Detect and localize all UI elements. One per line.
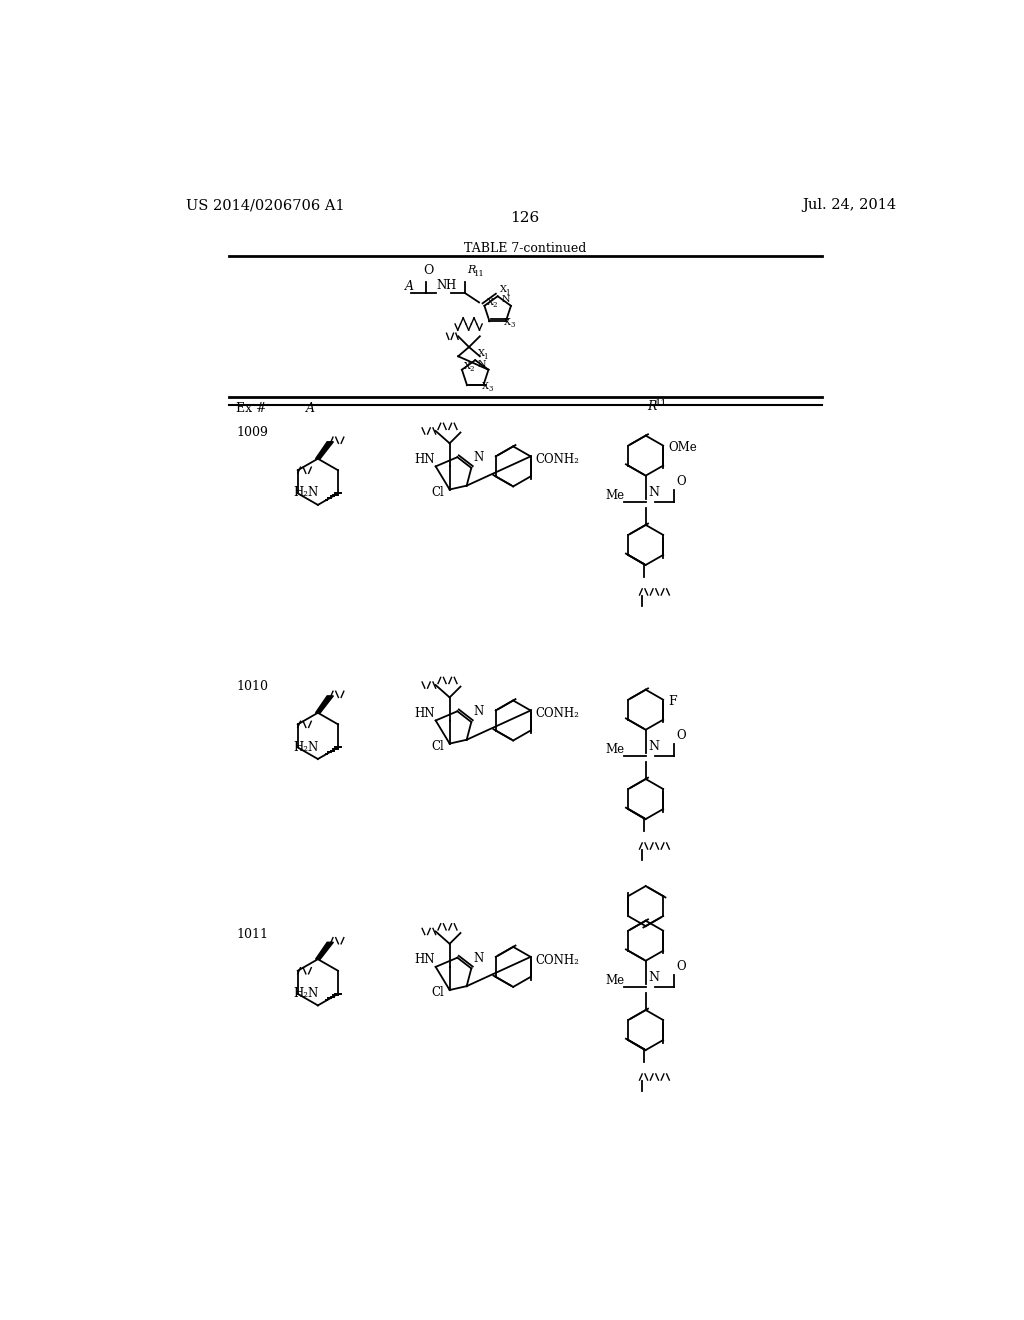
Text: F: F bbox=[669, 696, 677, 708]
Text: CONH₂: CONH₂ bbox=[536, 453, 580, 466]
Text: 3: 3 bbox=[511, 322, 515, 330]
Text: Me: Me bbox=[605, 743, 625, 756]
Text: N: N bbox=[436, 280, 446, 292]
Text: Cl: Cl bbox=[432, 739, 444, 752]
Text: 1: 1 bbox=[483, 352, 487, 360]
Text: HN: HN bbox=[414, 953, 434, 966]
Text: Cl: Cl bbox=[432, 986, 444, 999]
Text: X: X bbox=[500, 285, 507, 294]
Text: Cl: Cl bbox=[432, 486, 444, 499]
Text: 2: 2 bbox=[470, 366, 474, 374]
Text: TABLE 7-continued: TABLE 7-continued bbox=[464, 242, 586, 255]
Text: 1: 1 bbox=[506, 289, 510, 297]
Text: 1009: 1009 bbox=[237, 426, 268, 440]
Text: 11: 11 bbox=[655, 399, 668, 408]
Text: Me: Me bbox=[605, 974, 625, 987]
Text: Jul. 24, 2014: Jul. 24, 2014 bbox=[802, 198, 896, 213]
Text: X: X bbox=[505, 318, 511, 327]
Text: X: X bbox=[464, 362, 471, 371]
Polygon shape bbox=[315, 696, 334, 713]
Text: Me: Me bbox=[605, 488, 625, 502]
Text: HN: HN bbox=[414, 706, 434, 719]
Text: O: O bbox=[423, 264, 433, 277]
Text: 11: 11 bbox=[474, 271, 485, 279]
Text: 3: 3 bbox=[488, 385, 493, 393]
Text: A: A bbox=[306, 401, 315, 414]
Text: CONH₂: CONH₂ bbox=[536, 708, 580, 721]
Text: 126: 126 bbox=[510, 211, 540, 224]
Text: O: O bbox=[676, 475, 685, 488]
Text: O: O bbox=[676, 960, 685, 973]
Text: 1011: 1011 bbox=[237, 928, 268, 941]
Text: N: N bbox=[477, 359, 486, 368]
Text: H: H bbox=[445, 280, 456, 292]
Text: N: N bbox=[474, 952, 484, 965]
Text: H₂N: H₂N bbox=[293, 487, 318, 499]
Text: N: N bbox=[649, 486, 659, 499]
Text: N: N bbox=[502, 294, 510, 304]
Text: 1010: 1010 bbox=[237, 681, 268, 693]
Text: N: N bbox=[474, 451, 484, 465]
Text: Ex #: Ex # bbox=[237, 401, 267, 414]
Text: US 2014/0206706 A1: US 2014/0206706 A1 bbox=[186, 198, 345, 213]
Polygon shape bbox=[315, 442, 334, 459]
Text: X: X bbox=[477, 350, 484, 358]
Text: H₂N: H₂N bbox=[293, 987, 318, 1001]
Text: A: A bbox=[404, 280, 414, 293]
Text: 2: 2 bbox=[493, 301, 497, 309]
Text: R: R bbox=[647, 400, 656, 413]
Text: O: O bbox=[676, 729, 685, 742]
Text: R: R bbox=[467, 265, 475, 275]
Text: H₂N: H₂N bbox=[293, 741, 318, 754]
Text: N: N bbox=[649, 970, 659, 983]
Text: OMe: OMe bbox=[669, 441, 697, 454]
Text: N: N bbox=[474, 705, 484, 718]
Text: X: X bbox=[486, 298, 494, 308]
Text: CONH₂: CONH₂ bbox=[536, 954, 580, 966]
Text: HN: HN bbox=[414, 453, 434, 466]
Text: X: X bbox=[482, 381, 488, 391]
Text: N: N bbox=[649, 739, 659, 752]
Polygon shape bbox=[315, 942, 334, 960]
